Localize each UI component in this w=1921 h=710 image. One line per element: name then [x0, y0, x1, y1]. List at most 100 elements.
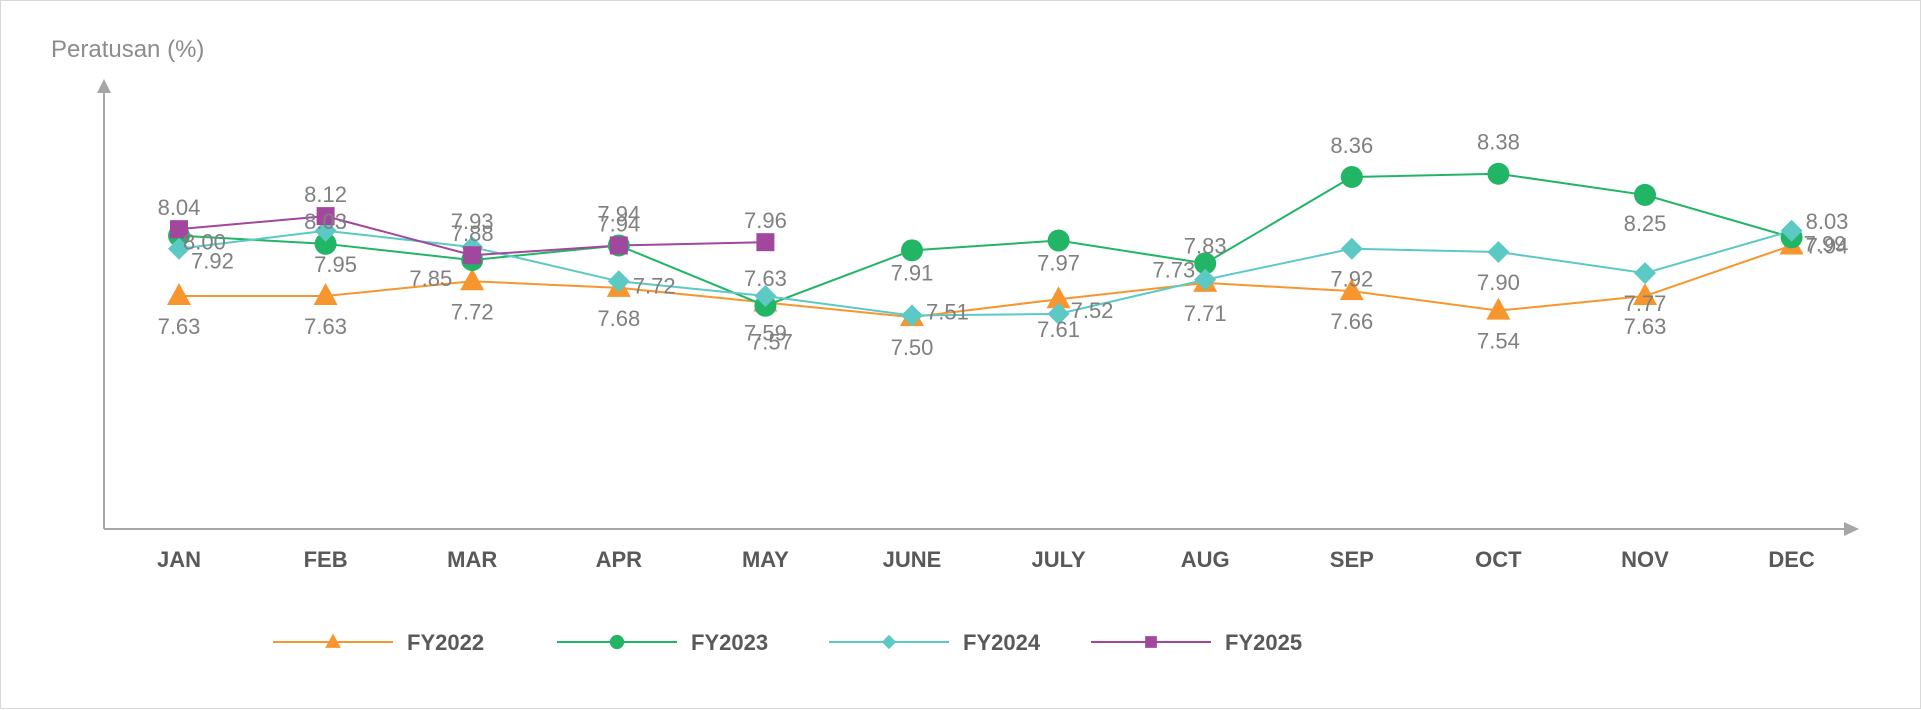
fy2023-data-label: 7.85	[409, 266, 452, 291]
fy2022-point	[1046, 286, 1071, 309]
fy2022-data-label: 7.54	[1477, 329, 1520, 354]
legend-label: FY2022	[407, 630, 484, 655]
fy2023-data-label: 8.38	[1477, 130, 1520, 155]
fy2025-data-label: 7.96	[744, 208, 787, 233]
fy2022-data-label: 7.66	[1330, 309, 1373, 334]
fy2022-point	[1486, 297, 1511, 320]
fy2024-point	[607, 270, 630, 293]
x-tick-label: APR	[596, 547, 643, 572]
fy2023-data-label: 7.91	[891, 260, 934, 285]
fy2023-data-label: 8.25	[1624, 211, 1667, 236]
fy2023-point	[1194, 252, 1217, 275]
fy2025-data-label: 8.12	[304, 182, 347, 207]
legend-label: FY2024	[963, 630, 1041, 655]
fy2022-data-label: 7.61	[1037, 317, 1080, 342]
fy2022-point	[167, 282, 191, 305]
fy2024-point	[754, 284, 777, 307]
fy2025-data-label: 7.88	[451, 221, 494, 246]
x-tick-label: JUNE	[883, 547, 942, 572]
x-tick-label: JULY	[1031, 547, 1086, 572]
fy2024-data-label: 7.90	[1477, 270, 1520, 295]
fy2024-point	[1340, 237, 1363, 260]
x-tick-label: SEP	[1330, 547, 1374, 572]
fy2023-data-label: 7.97	[1037, 251, 1080, 276]
fy2022-data-label: 7.63	[158, 314, 201, 339]
x-tick-label: JAN	[157, 547, 201, 572]
legend-item-fy2023: FY2023	[557, 630, 768, 655]
fy2024-line	[178, 229, 1792, 317]
fy2025-point	[609, 236, 628, 255]
fy2024-point	[901, 304, 923, 327]
fy2024-data-label: 7.73	[1152, 258, 1195, 283]
fy2024-point	[1194, 268, 1217, 291]
fy2022-point	[313, 282, 338, 305]
fy2022-data-label: 7.59	[744, 320, 787, 345]
fy2024-data-label: 8.03	[1806, 209, 1849, 234]
series-lines	[178, 172, 1792, 319]
legend-label: FY2025	[1225, 630, 1302, 655]
x-tick-label: MAY	[742, 547, 789, 572]
fy2023-line	[178, 172, 1792, 307]
x-axis-arrow	[1844, 522, 1859, 536]
fy2025-point	[463, 246, 482, 265]
fy2025-point	[756, 233, 775, 252]
legend-marker	[325, 633, 341, 648]
x-tick-label: AUG	[1181, 547, 1230, 572]
fy2025-point	[316, 207, 335, 226]
legend-marker	[609, 634, 625, 650]
fy2023-point	[1487, 162, 1510, 185]
fy2024-point	[314, 219, 337, 242]
legend-label: FY2023	[691, 630, 768, 655]
legend-item-fy2022: FY2022	[273, 630, 484, 655]
fy2024-point	[168, 237, 190, 260]
data-labels: 7.63 7.63 7.72 7.68 7.59 7.50 7.61 7.71 7.66 7.54…	[158, 130, 1849, 360]
x-tick-label: DEC	[1768, 547, 1815, 572]
fy2023-data-label: 8.36	[1330, 133, 1373, 158]
legend-marker	[1145, 636, 1157, 648]
fy2022-point	[1339, 278, 1364, 301]
fy2023-data-label: 8.00	[183, 230, 226, 255]
fy2023-point	[314, 232, 337, 255]
fy2025-data-label: 8.04	[158, 195, 201, 220]
fy2022-line	[179, 244, 1792, 319]
fy2023-data-label: 7.57	[750, 330, 793, 355]
fy2024-data-label: 7.52	[1071, 298, 1114, 323]
y-axis-arrow	[97, 79, 111, 93]
series-markers	[167, 162, 1804, 327]
fy2024-data-label: 8.03	[304, 209, 347, 234]
fy2023-point	[1634, 183, 1656, 206]
fy2024-data-label: 7.93	[451, 209, 494, 234]
fy2025-point	[170, 220, 188, 239]
legend-item-fy2025: FY2025	[1091, 630, 1302, 655]
legend: FY2022 FY2023 FY2024 FY2025	[273, 630, 1302, 655]
fy2024-point	[1487, 240, 1510, 263]
fy2024-data-label: 7.63	[744, 266, 787, 291]
legend-item-fy2024: FY2024	[829, 630, 1041, 655]
fy2023-point	[1047, 229, 1070, 252]
fy2023-data-label: 7.83	[1184, 233, 1227, 258]
fy2024-point	[1634, 262, 1656, 285]
x-tick-labels: JAN FEB MAR APR MAY JUNE JULY AUG SEP OCT NOV DEC	[157, 547, 1815, 572]
legend-marker	[881, 634, 897, 650]
x-tick-label: NOV	[1621, 547, 1669, 572]
fy2022-point	[1633, 282, 1657, 305]
fy2023-point	[1340, 166, 1363, 188]
y-axis-title: Peratusan (%)	[51, 36, 204, 63]
fy2023-data-label: 7.94	[597, 201, 640, 226]
fy2024-data-label: 7.77	[1624, 291, 1667, 316]
fy2024-point	[1047, 302, 1070, 325]
fy2024-data-label: 7.51	[926, 300, 969, 325]
x-tick-label: OCT	[1475, 547, 1522, 572]
fy2024-data-label: 7.72	[633, 273, 676, 298]
fy2024-data-label: 7.92	[1330, 267, 1373, 292]
fy2023-point	[901, 239, 923, 262]
fy2022-data-label: 7.94	[1806, 233, 1849, 258]
fy2023-data-label: 7.99	[1804, 231, 1847, 256]
fy2022-data-label: 7.72	[451, 299, 494, 324]
x-tick-label: FEB	[304, 547, 348, 572]
fy2024-data-label: 7.92	[191, 249, 234, 274]
x-tick-label: MAR	[447, 547, 497, 572]
fy2023-data-label: 7.95	[314, 252, 357, 277]
